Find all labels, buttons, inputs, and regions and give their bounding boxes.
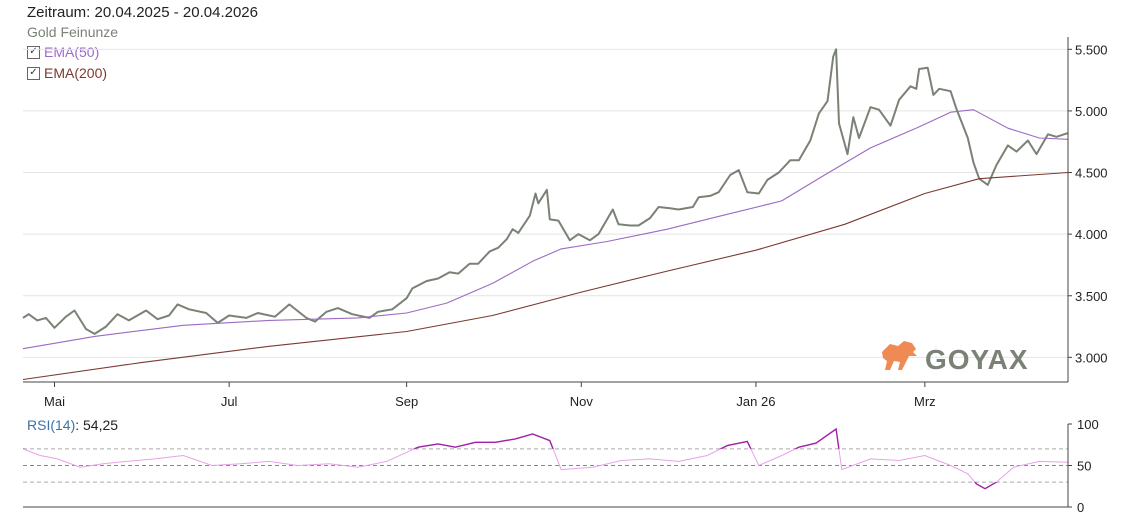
legend-ema50-label: EMA(50) <box>44 44 100 60</box>
rsi-y-tick-label: 0 <box>1077 500 1084 513</box>
y-tick-label: 5.500 <box>1075 42 1108 57</box>
y-tick-label: 3.000 <box>1075 350 1108 365</box>
rsi-y-tick-label: 100 <box>1077 417 1099 432</box>
legend-ema50-toggle[interactable]: ✓ EMA(50) <box>27 44 99 60</box>
y-tick-label: 4.500 <box>1075 166 1108 181</box>
x-axis-ticks: Mai Jul Sep Nov Jan 26 Mrz <box>44 382 936 409</box>
logo-text: GOYAX <box>925 344 1029 375</box>
rsi-series <box>22 427 1069 490</box>
x-tick-label: Jan 26 <box>736 394 775 409</box>
price-gridlines <box>23 48 1068 358</box>
rsi-name: RSI(14) <box>27 417 76 433</box>
checkbox-checked-icon[interactable]: ✓ <box>27 66 40 80</box>
rsi-reference-lines <box>23 448 1068 483</box>
rsi-overbought-line <box>23 427 840 449</box>
ema50-line <box>22 109 1069 350</box>
goyax-logo: GOYAX <box>882 341 1029 375</box>
rsi-line <box>22 428 1069 490</box>
x-tick-label: Nov <box>570 394 594 409</box>
bull-logo-icon <box>882 341 917 370</box>
axes <box>23 37 1069 508</box>
gold-price-line <box>22 48 1069 335</box>
rsi-y-axis-ticks: 0 50 100 <box>1068 417 1099 513</box>
x-tick-label: Jul <box>221 394 238 409</box>
legend-ema200-toggle[interactable]: ✓ EMA(200) <box>27 65 107 81</box>
y-tick-label: 3.500 <box>1075 289 1108 304</box>
ema200-line <box>22 171 1069 381</box>
checkbox-checked-icon[interactable]: ✓ <box>27 45 40 59</box>
rsi-y-tick-label: 50 <box>1077 459 1091 474</box>
x-tick-label: Sep <box>395 394 418 409</box>
legend-ema200-label: EMA(200) <box>44 65 108 81</box>
y-tick-label: 4.000 <box>1075 227 1108 242</box>
period-label: Zeitraum: 20.04.2025 - 20.04.2026 <box>27 4 258 21</box>
rsi-label: RSI(14): 54,25 <box>27 417 119 433</box>
rsi-oversold-line <box>974 482 998 490</box>
x-tick-label: Mai <box>44 394 65 409</box>
price-y-axis-ticks: 3.000 3.500 4.000 4.500 5.000 5.500 <box>1068 42 1108 365</box>
price-series <box>22 48 1069 381</box>
x-tick-label: Mrz <box>914 394 936 409</box>
y-tick-label: 5.000 <box>1075 104 1108 119</box>
rsi-value: 54,25 <box>83 417 119 433</box>
instrument-name: Gold Feinunze <box>27 24 119 40</box>
